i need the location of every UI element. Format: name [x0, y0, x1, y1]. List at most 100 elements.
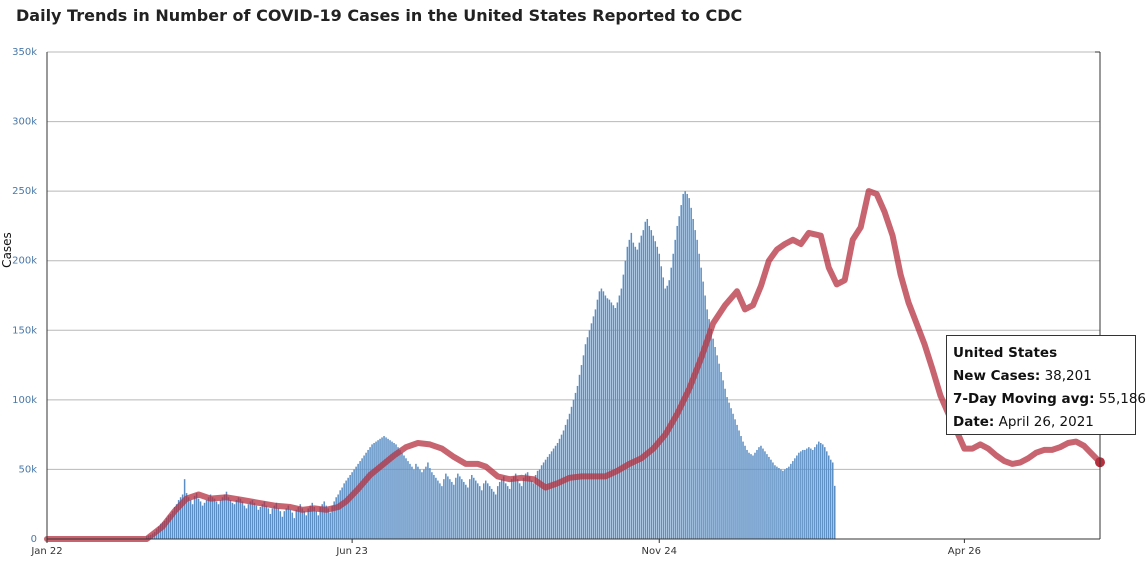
case-bar: [301, 508, 304, 539]
case-bar: [628, 239, 631, 540]
case-bar: [606, 298, 609, 539]
case-bar: [740, 436, 742, 539]
case-bar: [734, 419, 736, 539]
case-bar: [630, 232, 633, 539]
case-bar: [477, 483, 479, 539]
case-bar: [698, 253, 700, 539]
case-bar: [229, 500, 232, 539]
case-bar: [397, 447, 399, 539]
case-bar: [161, 522, 164, 539]
case-bar: [209, 494, 212, 539]
case-bar: [596, 299, 599, 539]
case-bar: [488, 486, 491, 539]
case-bar: [762, 448, 764, 539]
x-tick-label: Nov 24: [642, 546, 677, 557]
case-bar: [558, 438, 561, 539]
case-bar: [802, 449, 804, 539]
case-bar: [674, 239, 676, 540]
x-tick-label: Jun 23: [335, 546, 368, 557]
case-bar: [195, 493, 198, 539]
case-bar: [662, 277, 664, 539]
case-bar: [479, 486, 481, 539]
case-bar: [610, 302, 613, 539]
case-bar: [415, 463, 417, 539]
case-bar: [524, 473, 527, 539]
case-bar: [181, 494, 184, 539]
case-bar: [271, 508, 274, 539]
case-bar: [726, 397, 728, 539]
case-bar: [824, 447, 826, 539]
y-tick-label: 350k: [12, 47, 37, 58]
case-bar: [816, 444, 818, 539]
case-bar: [546, 456, 549, 539]
y-axis-label: Cases: [0, 232, 14, 268]
case-bar: [373, 442, 375, 539]
case-bar: [171, 511, 174, 539]
case-bar: [656, 246, 659, 540]
case-bar: [562, 430, 565, 539]
case-bar: [732, 413, 734, 539]
case-bar: [788, 466, 790, 539]
case-bar: [475, 480, 477, 539]
case-bar: [750, 454, 752, 539]
case-bar: [624, 260, 627, 539]
case-bar: [423, 469, 425, 539]
case-bar: [800, 451, 802, 539]
case-bar: [594, 309, 597, 539]
case-bar: [812, 449, 814, 539]
case-bar: [572, 399, 575, 539]
case-bar: [686, 193, 688, 539]
case-bar: [173, 506, 176, 539]
case-bar: [283, 511, 286, 539]
case-bar: [560, 434, 563, 539]
case-bar: [804, 449, 806, 539]
case-bar: [724, 388, 726, 539]
case-bar: [832, 462, 834, 539]
case-bar: [419, 469, 421, 539]
case-bar: [646, 218, 649, 539]
case-bar: [498, 481, 501, 539]
case-bar: [405, 458, 407, 539]
case-bar: [530, 480, 533, 539]
case-bar: [267, 508, 270, 539]
case-bar: [395, 444, 397, 539]
case-bar: [255, 505, 258, 539]
case-bar: [383, 436, 385, 539]
tooltip-date: Date: April 26, 2021: [953, 414, 1094, 430]
case-bar: [784, 469, 786, 539]
case-bar: [219, 500, 222, 539]
case-bar: [421, 472, 423, 539]
case-bar: [504, 483, 507, 539]
case-bar: [826, 451, 828, 539]
case-bar: [439, 483, 441, 539]
case-bar: [265, 505, 268, 539]
y-tick-label: 200k: [12, 256, 37, 267]
case-bar: [736, 424, 738, 539]
case-bar: [221, 497, 224, 539]
case-bar: [580, 365, 583, 539]
case-bar: [680, 205, 682, 540]
case-bar: [327, 508, 329, 539]
case-bar: [660, 266, 662, 539]
case-bar: [441, 486, 443, 539]
case-bar: [640, 235, 643, 539]
case-bar: [471, 474, 473, 539]
case-bar: [305, 515, 308, 539]
case-bar: [486, 483, 489, 539]
case-bar: [367, 449, 369, 539]
case-bar: [666, 285, 668, 539]
case-bar: [269, 513, 272, 539]
case-bar: [197, 498, 200, 539]
x-tick-label: Apr 26: [948, 546, 981, 557]
case-bar: [481, 490, 483, 539]
x-tick-label: Jan 22: [30, 546, 62, 557]
case-bar: [309, 505, 311, 539]
case-bar: [678, 216, 680, 539]
case-bar: [542, 462, 545, 539]
case-bar: [538, 469, 541, 539]
case-bar: [704, 295, 706, 539]
case-bar: [608, 299, 611, 539]
case-bar: [205, 500, 208, 539]
case-bar: [341, 487, 343, 539]
